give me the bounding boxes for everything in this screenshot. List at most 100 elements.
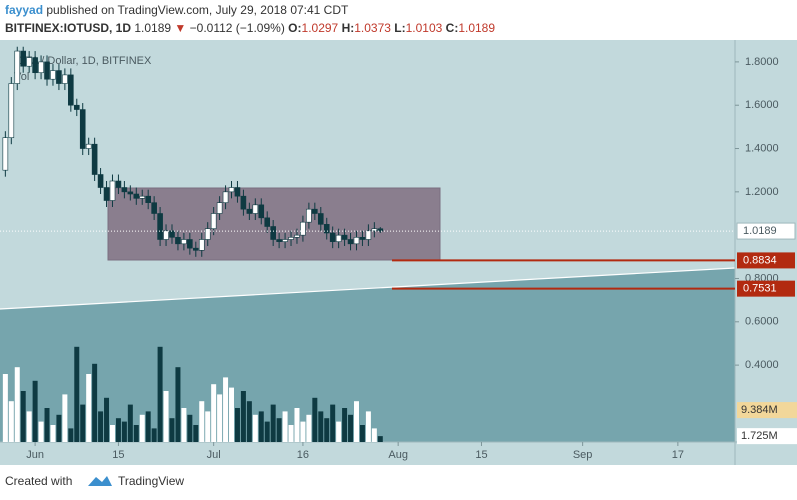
candle-body — [282, 239, 288, 242]
x-tick-label: 15 — [475, 449, 487, 461]
candle-body — [121, 187, 128, 193]
candle-body — [377, 228, 384, 232]
volume-label-box — [737, 402, 797, 419]
candle-body — [276, 239, 282, 242]
last-price-box — [736, 222, 796, 240]
volume-bar — [44, 408, 50, 442]
author: fayyad — [5, 3, 43, 17]
symbol: BITFINEX:IOTUSD, 1D — [5, 21, 131, 35]
volume-bar — [56, 414, 62, 442]
arrow: ▼ — [174, 21, 186, 35]
candle-body — [68, 74, 74, 106]
volume-bar — [252, 414, 258, 442]
volume-bar — [330, 404, 336, 442]
trendline — [0, 267, 736, 310]
candle-body — [371, 228, 378, 232]
logo — [88, 476, 112, 486]
candle-body — [252, 204, 259, 214]
candle-body — [8, 83, 15, 138]
volume-bar — [359, 425, 365, 442]
volume-bar — [175, 367, 181, 442]
candle-body — [151, 202, 157, 214]
candle-body — [329, 232, 336, 242]
candle-body — [306, 208, 312, 223]
candle-body — [26, 57, 32, 67]
volume-bar — [276, 418, 282, 442]
candle-body — [50, 70, 56, 80]
volume-bar — [14, 367, 20, 442]
volume-bar — [223, 377, 229, 442]
candle-body — [300, 221, 306, 236]
volume-bar — [371, 428, 377, 442]
candle-body — [193, 247, 199, 251]
candle-body — [2, 137, 9, 171]
candle-body — [246, 208, 253, 214]
volume-bar — [348, 414, 354, 442]
candle-body — [97, 174, 104, 188]
y-tick-label: 1.8000 — [745, 56, 779, 68]
volume-bar — [50, 425, 56, 442]
y-tick-label: 1.2000 — [745, 186, 779, 198]
volume-bar — [169, 418, 175, 442]
candle-body — [56, 70, 62, 84]
volume-bar — [246, 401, 252, 442]
volume-bar — [318, 411, 324, 442]
o: O: — [288, 21, 301, 35]
volume-bar — [234, 408, 240, 442]
footer-brand[interactable]: TradingView — [118, 474, 184, 488]
candle-body — [79, 109, 86, 149]
channel-area — [0, 268, 735, 442]
volume-bar — [145, 411, 151, 442]
volume-bar — [365, 411, 371, 442]
candle-body — [133, 193, 140, 199]
volume-bar — [193, 425, 199, 442]
volume-bar — [109, 425, 115, 442]
candle-body — [258, 204, 265, 219]
candle-body — [139, 195, 146, 199]
volume-bar — [336, 421, 342, 442]
change: −0.0112 (−1.09%) — [190, 21, 285, 35]
candle-body — [157, 213, 163, 240]
candle-body — [103, 187, 110, 201]
candle-body — [264, 217, 271, 227]
candle-body — [181, 239, 187, 245]
volume-bar — [229, 387, 235, 442]
level-box — [737, 280, 795, 297]
y-tick-label: 1.6000 — [745, 99, 779, 111]
volume-bar — [288, 425, 294, 442]
volume-bar — [205, 411, 211, 442]
y-tick-label: 0.4000 — [745, 359, 779, 371]
level-label: 0.7531 — [743, 283, 777, 295]
volume-bar — [353, 401, 359, 442]
volume-label: 9.384M — [741, 404, 778, 416]
volume-bar — [38, 421, 44, 442]
volume-bar — [306, 414, 312, 442]
volume-bar — [121, 421, 127, 442]
candle-body — [175, 237, 181, 245]
x-tick-label: Jun — [26, 449, 44, 461]
h-value: 1.0373 — [354, 21, 391, 35]
footer-created: Created with — [5, 474, 72, 488]
volume-bar — [282, 411, 288, 442]
candle-body — [198, 239, 205, 251]
last-price-label: 1.0189 — [743, 225, 777, 237]
candle-body — [222, 191, 229, 203]
volume-bar — [115, 418, 121, 442]
candle-body — [85, 143, 92, 149]
volume-bar — [312, 397, 318, 442]
candle-body — [38, 61, 44, 74]
candle-body — [127, 191, 134, 195]
level-label: 0.8834 — [743, 254, 777, 266]
volume-bar — [20, 391, 26, 442]
volume-bar — [163, 391, 169, 442]
candle-body — [317, 213, 324, 225]
candle-body — [294, 234, 300, 238]
candle-body — [347, 239, 354, 245]
candle-body — [365, 230, 372, 240]
volume-bar — [240, 391, 246, 442]
candle-body — [288, 237, 294, 240]
y-tick-label: 1.4000 — [745, 142, 779, 154]
volume-bar — [217, 394, 223, 442]
